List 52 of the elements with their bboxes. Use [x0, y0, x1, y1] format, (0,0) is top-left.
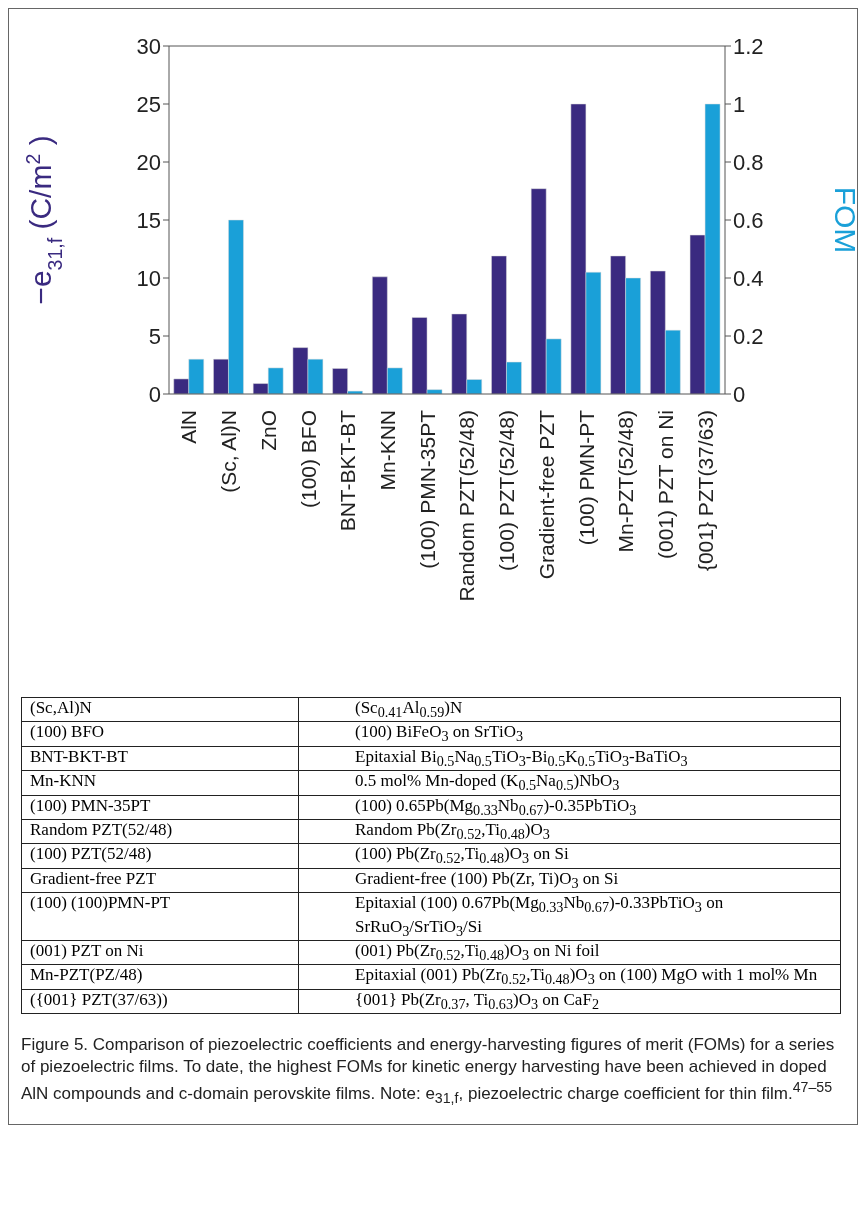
- text: Mn-PZT(PZ/48): [21, 964, 299, 990]
- x-tick-label: (001) PZT on Ni: [653, 410, 677, 559]
- x-tick-label: Mn-PZT(52/48): [614, 410, 638, 553]
- y2-tick-label: 0.4: [733, 265, 764, 291]
- y2-tick-label: 0: [733, 381, 746, 407]
- text: Epitaxial (001) Pb(Zr$_{0.52}$,Ti$_{0.48}$)O$_{3}$ on (100) MgO with 1 mol% Mn: [298, 964, 841, 990]
- text: (Sc$_{0.41}$Al$_{0.59}$)N: [298, 697, 841, 722]
- y2-tick-label: 1.2: [733, 33, 764, 59]
- text: Gradient-free (100) Pb(Zr, Ti)O$_{3}$ on Si: [298, 868, 841, 893]
- x-tick-label: {001} PZT(37/63): [693, 410, 717, 572]
- x-tick-label: Gradient-free PZT: [534, 409, 558, 580]
- x-tick-label: ZnO: [256, 410, 280, 451]
- y-tick-label: 10: [136, 265, 161, 291]
- x-tick-label: (100) PZT(52/48): [495, 410, 519, 572]
- y2-tick-label: 0.8: [733, 149, 764, 175]
- x-tick-label: BNT-BKT-BT: [336, 409, 360, 532]
- y-tick-label: 5: [148, 323, 161, 349]
- x-tick-label: (Sc, Al)N: [217, 410, 241, 493]
- text: Gradient-free PZT: [21, 868, 299, 893]
- x-tick-label: AlN: [177, 410, 201, 444]
- text: (100) PMN-35PT: [21, 795, 299, 820]
- x-tick-label: (100) BFO: [296, 410, 320, 509]
- text: (100) (100)PMN-PT: [21, 892, 299, 941]
- y-tick-label: 15: [136, 207, 161, 233]
- text: (100) Pb(Zr$_{0.52}$,Ti$_{0.48}$)O$_{3}$ on Si: [298, 843, 841, 869]
- text: Random Pb(Zr$_{0.52}$,Ti$_{0.48}$)O$_{3}$: [298, 819, 841, 844]
- text: Epitaxial Bi$_{0.5}$Na$_{0.5}$TiO$_{3}$-Bi$_{0.5}$K$_{0.5}$TiO$_{3}$-BaTiO$_{3}$: [355, 746, 688, 770]
- y2-tick-label: 1: [733, 91, 746, 117]
- y-tick-label: 0: [148, 381, 161, 407]
- text: (Sc,Al)N: [21, 697, 299, 722]
- text: 0.5 mol% Mn-doped (K$_{0.5}$Na$_{0.5}$)NbO$_{3}$: [298, 770, 841, 796]
- y-tick-label: 25: [136, 91, 161, 117]
- text: {001} Pb(Zr$_{0.37}$, Ti$_{0.63}$)O$_{3}$ on CaF$_{2}$: [298, 989, 841, 1014]
- x-tick-label: (100) PMN-PT: [574, 409, 598, 546]
- text: ({001} PZT(37/63)): [21, 989, 299, 1014]
- text: (001) PZT on Ni: [21, 940, 299, 965]
- x-tick-label: Random PZT(52/48): [455, 410, 479, 602]
- text: BNT-BKT-BT: [21, 746, 299, 771]
- text: (100) BiFeO$_{3}$ on SrTiO$_{3}$: [298, 721, 841, 747]
- text: (100) PZT(52/48): [21, 843, 299, 869]
- text: Random PZT(52/48): [21, 819, 299, 844]
- y-tick-label: 30: [136, 33, 161, 59]
- y2-tick-label: 0.6: [733, 207, 764, 233]
- x-tick-label: Mn-KNN: [375, 410, 399, 491]
- text: (100) 0.65Pb(Mg$_{0.33}$Nb$_{0.67}$)-0.35PbTiO$_{3}$: [298, 795, 841, 820]
- caption: Figure 5. Comparison of piezoelectric coefficients and energy-harvesting figures of merit (FOMs) for a series of piezoelectric films. To date, the highest FOMs for kinetic energy harvesting have been achieved in doped AlN compounds and c-domain perovskite films. Note: e$_{31,f}$, piezoelectric charge coefficient for thin film.$^{47–55}$: [21, 1034, 836, 1108]
- text: (100) BFO: [21, 721, 299, 747]
- x-tick-label: (100) PMN-35PT: [415, 409, 439, 569]
- y2-tick-label: 0.2: [733, 323, 764, 349]
- y-tick-label: 20: [136, 149, 161, 175]
- text: (001) Pb(Zr$_{0.52}$,Ti$_{0.48}$)O$_{3}$ on Ni foil: [298, 940, 841, 965]
- text: Mn-KNN: [21, 770, 299, 796]
